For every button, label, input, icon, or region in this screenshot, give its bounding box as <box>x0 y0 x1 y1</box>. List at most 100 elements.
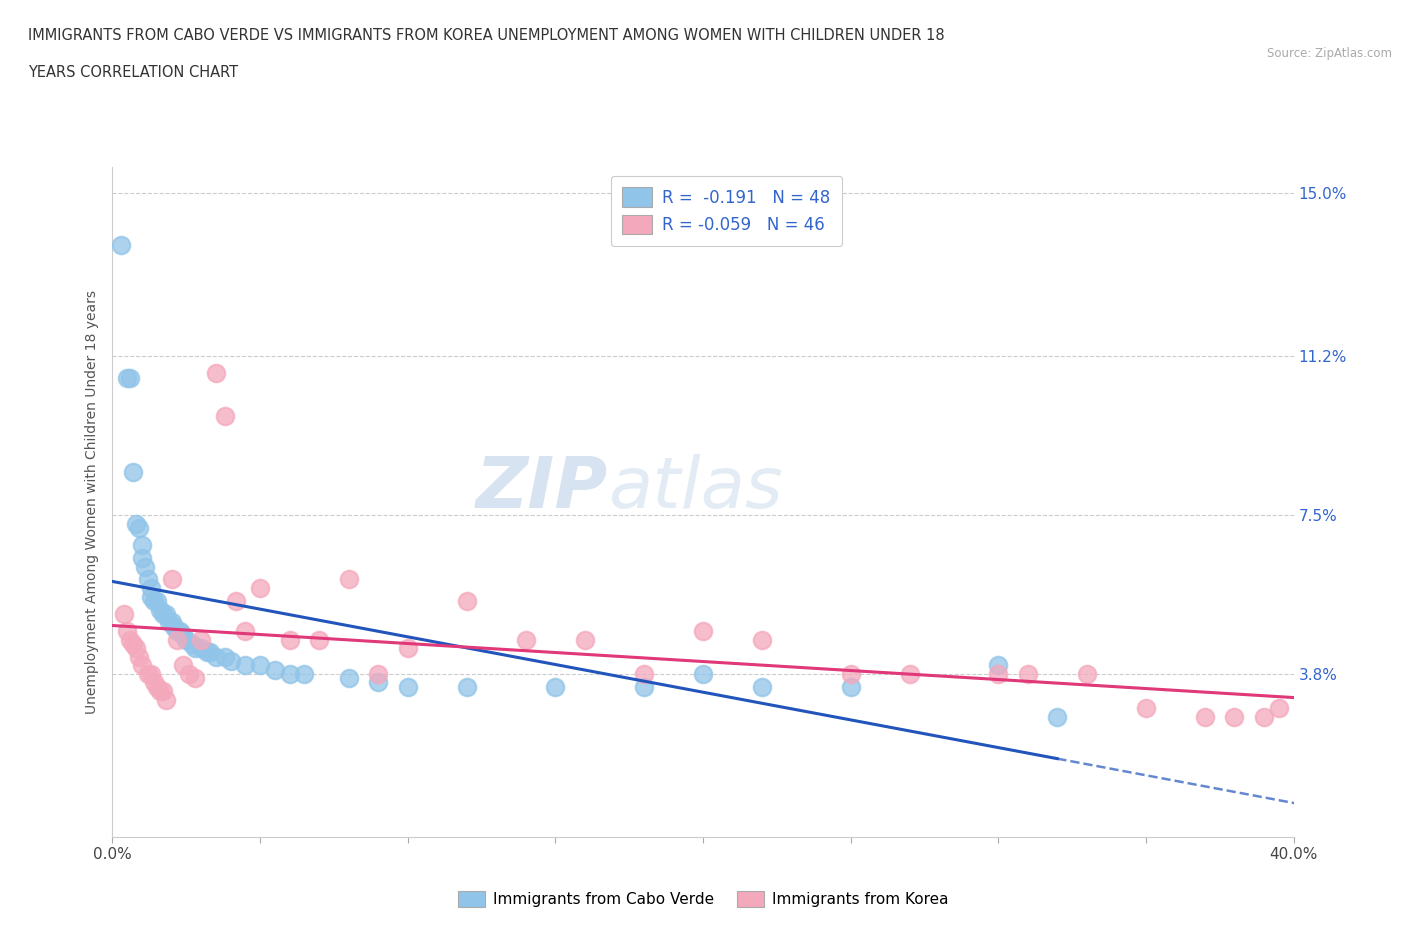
Point <box>190 641 212 656</box>
Point <box>131 551 153 565</box>
Point <box>134 559 156 574</box>
Point <box>169 623 191 638</box>
Point <box>205 366 228 381</box>
Point <box>160 615 183 630</box>
Point <box>190 632 212 647</box>
Point <box>179 667 201 682</box>
Point <box>205 649 228 664</box>
Point <box>515 632 537 647</box>
Point <box>139 667 162 682</box>
Point <box>149 684 172 698</box>
Point <box>136 572 159 587</box>
Point <box>456 593 478 608</box>
Point <box>839 679 862 694</box>
Point <box>633 679 655 694</box>
Point <box>839 667 862 682</box>
Point <box>396 641 419 656</box>
Point <box>157 615 180 630</box>
Point <box>337 572 360 587</box>
Point <box>155 606 177 621</box>
Point <box>225 593 247 608</box>
Point <box>136 667 159 682</box>
Point <box>166 632 188 647</box>
Point <box>751 632 773 647</box>
Point <box>987 667 1010 682</box>
Point <box>146 593 169 608</box>
Point <box>117 370 138 385</box>
Point <box>142 593 165 608</box>
Point <box>110 237 132 252</box>
Point <box>155 692 177 707</box>
Point <box>1253 710 1275 724</box>
Legend: R =  -0.191   N = 48, R = -0.059   N = 46: R = -0.191 N = 48, R = -0.059 N = 46 <box>610 176 842 246</box>
Legend: Immigrants from Cabo Verde, Immigrants from Korea: Immigrants from Cabo Verde, Immigrants f… <box>451 884 955 913</box>
Text: ZIP: ZIP <box>477 455 609 524</box>
Point <box>120 632 142 647</box>
Point <box>214 409 236 424</box>
Text: Source: ZipAtlas.com: Source: ZipAtlas.com <box>1267 46 1392 60</box>
Point <box>249 658 271 672</box>
Point <box>184 671 207 685</box>
Point <box>181 636 204 651</box>
Point <box>367 675 389 690</box>
Point <box>174 632 197 647</box>
Point <box>139 580 162 595</box>
Text: IMMIGRANTS FROM CABO VERDE VS IMMIGRANTS FROM KOREA UNEMPLOYMENT AMONG WOMEN WIT: IMMIGRANTS FROM CABO VERDE VS IMMIGRANTS… <box>28 28 945 43</box>
Point <box>117 623 138 638</box>
Point <box>249 580 271 595</box>
Point <box>987 658 1010 672</box>
Point <box>139 590 162 604</box>
Point <box>898 667 921 682</box>
Point <box>172 628 194 643</box>
Point <box>166 623 188 638</box>
Point <box>633 667 655 682</box>
Point <box>149 602 172 617</box>
Point <box>219 654 242 669</box>
Point <box>1268 701 1291 716</box>
Point <box>122 465 145 480</box>
Point <box>125 516 148 531</box>
Point <box>1046 710 1069 724</box>
Point <box>233 658 256 672</box>
Point <box>112 606 135 621</box>
Point <box>396 679 419 694</box>
Point <box>308 632 330 647</box>
Point <box>214 649 236 664</box>
Point <box>264 662 287 677</box>
Point <box>456 679 478 694</box>
Point <box>198 645 221 660</box>
Point <box>131 658 153 672</box>
Text: atlas: atlas <box>609 455 783 524</box>
Point <box>278 632 301 647</box>
Point <box>160 572 183 587</box>
Point <box>1017 667 1039 682</box>
Point <box>120 370 142 385</box>
Point <box>122 636 145 651</box>
Point <box>692 623 714 638</box>
Point <box>1194 710 1216 724</box>
Point <box>692 667 714 682</box>
Point <box>152 606 174 621</box>
Y-axis label: Unemployment Among Women with Children Under 18 years: Unemployment Among Women with Children U… <box>86 290 100 714</box>
Point <box>146 679 169 694</box>
Point <box>751 679 773 694</box>
Point <box>233 623 256 638</box>
Point <box>544 679 567 694</box>
Point <box>1135 701 1157 716</box>
Point <box>574 632 596 647</box>
Point <box>184 641 207 656</box>
Point <box>1076 667 1098 682</box>
Point <box>128 649 150 664</box>
Point <box>152 684 174 698</box>
Point <box>142 675 165 690</box>
Point <box>292 667 315 682</box>
Point <box>195 645 218 660</box>
Point <box>163 619 186 634</box>
Point <box>367 667 389 682</box>
Point <box>125 641 148 656</box>
Text: YEARS CORRELATION CHART: YEARS CORRELATION CHART <box>28 65 238 80</box>
Point <box>1223 710 1246 724</box>
Point <box>131 538 153 552</box>
Point <box>278 667 301 682</box>
Point <box>337 671 360 685</box>
